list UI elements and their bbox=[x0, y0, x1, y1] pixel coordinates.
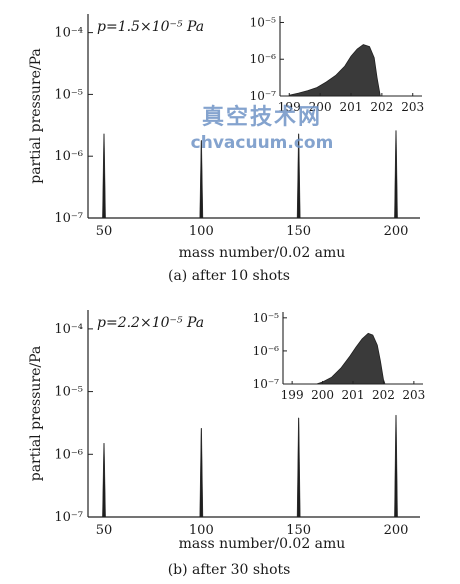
x-tick-label: 50 bbox=[96, 523, 113, 538]
y-axis-label: partial pressure/Pa bbox=[28, 48, 44, 184]
inset-x-tick-label: 203 bbox=[401, 100, 424, 114]
pressure-annotation: p=1.5×10⁻⁵ Pa bbox=[97, 19, 204, 35]
spectrum-peak bbox=[102, 133, 106, 219]
inset-y-tick-label: 10⁻⁷ bbox=[253, 377, 280, 391]
y-tick-label: 10⁻⁷ bbox=[54, 211, 83, 226]
panel-caption: (b) after 30 shots bbox=[168, 562, 291, 578]
x-tick-label: 150 bbox=[286, 224, 311, 239]
panel-caption: (a) after 10 shots bbox=[168, 268, 290, 284]
inset-y-tick-label: 10⁻⁵ bbox=[253, 311, 280, 325]
inset-x-tick-label: 202 bbox=[370, 100, 393, 114]
inset-y-tick-label: 10⁻⁷ bbox=[250, 89, 277, 103]
inset-x-tick-label: 203 bbox=[402, 388, 425, 402]
inset-plot: 10⁻⁷ 10⁻⁶ 10⁻⁵ 199 200 201 202 203 bbox=[250, 15, 425, 114]
y-tick-label: 10⁻⁶ bbox=[54, 447, 83, 462]
chart-panel-a: 10⁻⁷ 10⁻⁶ 10⁻⁵ 10⁻⁴ 50 100 150 200 mass number/0… bbox=[28, 14, 424, 284]
inset-x-tick-label: 199 bbox=[281, 388, 304, 402]
spectrum-peak bbox=[296, 417, 301, 518]
y-tick-label: 10⁻⁷ bbox=[54, 510, 83, 525]
chart-panel-b: 10⁻⁷ 10⁻⁶ 10⁻⁵ 10⁻⁴ 50 100 150 200 mass number/0… bbox=[28, 310, 425, 578]
inset-x-tick-label: 200 bbox=[309, 100, 332, 114]
x-tick-label: 200 bbox=[384, 523, 409, 538]
y-axis-label: partial pressure/Pa bbox=[28, 346, 44, 482]
pressure-annotation: p=2.2×10⁻⁵ Pa bbox=[97, 315, 204, 331]
inset-x-tick-label: 201 bbox=[340, 100, 363, 114]
x-tick-label: 200 bbox=[384, 224, 409, 239]
x-tick-label: 100 bbox=[189, 224, 214, 239]
y-tick-label: 10⁻⁴ bbox=[54, 26, 83, 41]
x-tick-label: 100 bbox=[189, 523, 214, 538]
y-tick-label: 10⁻⁵ bbox=[54, 87, 83, 102]
watermark-url: chvacuum.com bbox=[191, 133, 334, 153]
x-axis-label: mass number/0.02 amu bbox=[179, 536, 346, 552]
inset-plot: 10⁻⁷ 10⁻⁶ 10⁻⁵ 199 200 201 202 203 bbox=[253, 311, 426, 402]
watermark-title: 真空技术网 bbox=[202, 104, 322, 130]
spectrum-peak bbox=[394, 130, 398, 219]
spectrum-peak bbox=[199, 140, 204, 219]
x-tick-label: 50 bbox=[96, 224, 113, 239]
inset-y-tick-label: 10⁻⁶ bbox=[253, 344, 280, 358]
y-tick-label: 10⁻⁴ bbox=[54, 322, 83, 337]
x-axis-label: mass number/0.02 amu bbox=[179, 245, 346, 261]
inset-y-tick-label: 10⁻⁶ bbox=[250, 52, 277, 66]
spectrum-peak bbox=[102, 443, 106, 518]
y-tick-label: 10⁻⁵ bbox=[54, 385, 83, 400]
x-tick-label: 150 bbox=[286, 523, 311, 538]
spectrum-peak bbox=[296, 133, 301, 219]
watermark: 真空技术网 chvacuum.com bbox=[191, 104, 334, 153]
inset-peak-profile bbox=[288, 44, 381, 97]
spectrum-peak bbox=[199, 428, 204, 518]
inset-x-tick-label: 202 bbox=[372, 388, 395, 402]
inset-x-tick-label: 199 bbox=[278, 100, 301, 114]
inset-x-tick-label: 200 bbox=[311, 388, 334, 402]
y-tick-label: 10⁻⁶ bbox=[54, 149, 83, 164]
spectrum-peak bbox=[394, 415, 398, 518]
inset-peak-profile bbox=[316, 332, 386, 385]
inset-y-tick-label: 10⁻⁵ bbox=[250, 15, 277, 29]
inset-x-tick-label: 201 bbox=[342, 388, 365, 402]
